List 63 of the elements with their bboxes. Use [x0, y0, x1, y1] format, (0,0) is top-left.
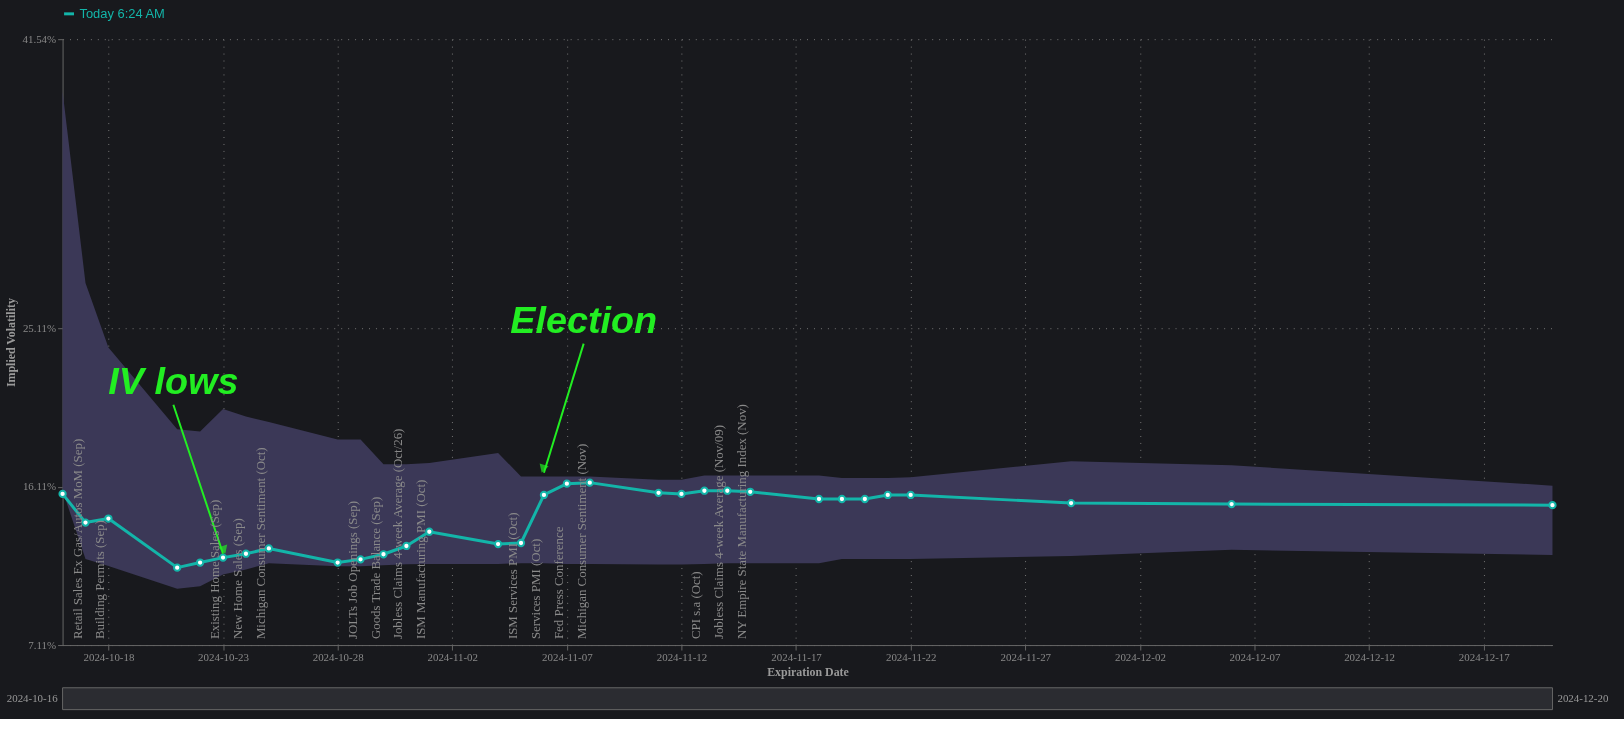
point	[1548, 501, 1557, 510]
annotation: JOLTs Job Openings (Sep)	[344, 501, 360, 640]
annotation: Jobless Claims 4-week Average (Oct/26)	[390, 428, 406, 640]
annotation: Michigan Consumer Sentiment (Oct)	[252, 447, 268, 640]
point	[837, 494, 847, 504]
point	[425, 527, 434, 536]
point	[402, 541, 411, 551]
point	[700, 486, 709, 495]
annotation: IV lows	[108, 359, 239, 402]
x-tick-label: 2024-12-12	[1344, 651, 1396, 664]
x-tick-label: 2024-11-12	[656, 651, 708, 664]
annotation: ISM Manufacturing PMI (Oct)	[413, 479, 429, 640]
point	[264, 544, 274, 553]
point	[493, 539, 503, 549]
x-tick-label: 2024-12-07	[1229, 651, 1281, 664]
point	[195, 558, 205, 567]
x-tick-label: 2024-11-17	[771, 651, 823, 664]
x-tick-label: 2024-11-07	[542, 651, 594, 664]
point	[883, 490, 892, 500]
x-tick-label: 2024-10-28	[312, 651, 365, 664]
annotation: Services PMI (Oct)	[527, 538, 543, 640]
text: 2024-12-20	[1557, 691, 1609, 704]
annotation: Election	[510, 298, 658, 341]
y-tick-label: 41.54%	[22, 32, 57, 45]
point	[677, 489, 686, 499]
y-tick-label: 25.11%	[22, 321, 57, 334]
x-axis-title: Expiration Date	[767, 665, 849, 680]
y-tick-label: 7.11%	[28, 638, 57, 651]
point	[173, 563, 182, 572]
annotation: Fed Press Conference	[550, 526, 566, 640]
point	[654, 488, 663, 497]
point	[562, 479, 571, 488]
point	[58, 489, 67, 499]
annotation: Goods Trade Balance (Sep)	[367, 496, 383, 640]
x-tick-label: 2024-11-27	[1000, 651, 1052, 664]
text: 2024-10-16	[6, 691, 59, 704]
annotation: ISM Services PMI (Oct)	[505, 512, 521, 640]
annotation: Michigan Consumer Sentiment (Nov)	[573, 443, 589, 640]
legend-label: Today 6:24 AM	[79, 5, 165, 21]
annotation: Building Permits (Sep)	[92, 520, 108, 640]
annotation: NY Empire State Manufacturing Index (Nov)	[734, 404, 750, 640]
y-axis-title: Implied Volatility	[4, 298, 19, 388]
annotation: CPI s.a (Oct)	[688, 571, 704, 640]
x-tick-label: 2024-10-23	[198, 651, 250, 664]
x-tick-label: 2024-12-02	[1114, 651, 1166, 664]
x-tick-label: 2024-11-22	[885, 651, 937, 664]
point	[218, 553, 228, 562]
point	[1066, 498, 1076, 508]
point	[539, 490, 549, 500]
point	[1227, 499, 1236, 509]
x-tick-label: 2024-10-18	[83, 651, 135, 664]
point	[860, 494, 869, 504]
point	[241, 549, 251, 558]
x-tick-label: 2024-11-02	[427, 651, 478, 664]
point	[814, 494, 824, 504]
point	[906, 490, 915, 500]
annotation: Jobless Claims 4-week Average (Nov/09)	[711, 425, 727, 640]
y-tick-label: 16.11%	[22, 480, 57, 493]
point	[333, 558, 342, 567]
annotation: New Home Sales (Sep)	[229, 518, 245, 640]
x-tick-label: 2024-12-17	[1458, 651, 1511, 664]
annotation: Existing Home Sales (Sep)	[207, 499, 223, 640]
annotation: Retail Sales Ex Gas/Autos MoM (Sep)	[69, 438, 85, 640]
